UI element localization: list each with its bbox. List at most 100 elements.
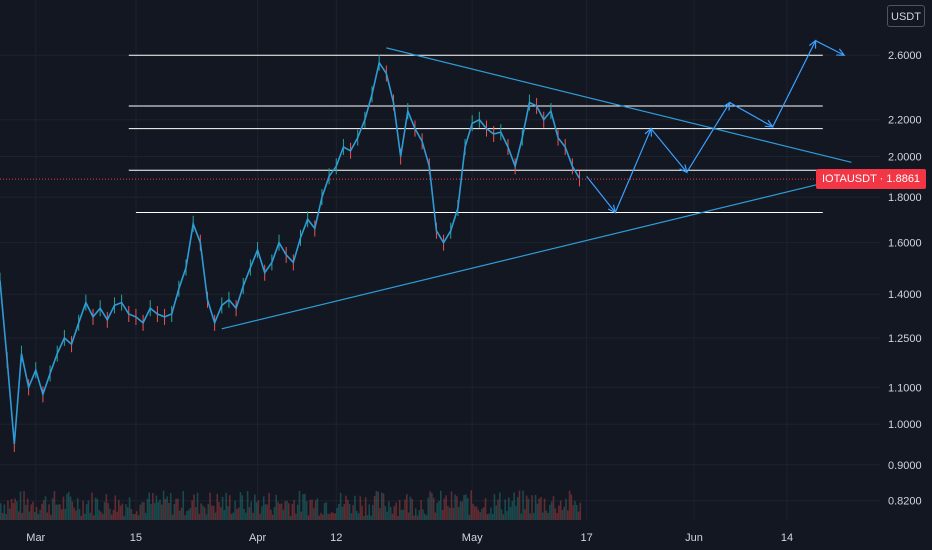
triangle-upper [386, 47, 852, 163]
volume-bar [150, 504, 152, 520]
volume-bar [246, 490, 249, 520]
volume-bar [100, 511, 102, 520]
volume-bar [270, 509, 272, 520]
volume-bar [93, 515, 95, 520]
volume-bar [203, 507, 206, 520]
volume-bar [234, 500, 236, 520]
y-tick-label: 2.0000 [888, 152, 922, 164]
volume-bar [275, 494, 278, 520]
volume-bar [98, 510, 100, 520]
volume-bar [316, 498, 319, 520]
volume-bar [463, 494, 465, 520]
volume-bar [440, 490, 442, 520]
volume-bar [257, 500, 260, 520]
projection-line [586, 39, 845, 214]
volume-bar [377, 491, 379, 520]
volume-bar [529, 513, 532, 520]
volume-bar [162, 490, 165, 520]
volume-bar [23, 491, 25, 520]
volume-bar [380, 492, 383, 520]
volume-bar [17, 511, 20, 520]
volume-bar [50, 514, 52, 520]
volume-bar [144, 512, 147, 520]
volume-bar [216, 493, 219, 520]
volume-bar [372, 504, 374, 520]
price-axis[interactable]: 2.6000 2.2000 2.0000 1.8000 1.6000 1.4000 1.25… [888, 50, 922, 507]
volume-bar [364, 497, 367, 520]
volume-bar [1, 512, 4, 520]
volume-bar [223, 510, 226, 520]
volume-bar [255, 502, 258, 520]
volume-bar [534, 494, 537, 520]
volume-bar [7, 500, 9, 520]
volume-bar [271, 514, 274, 520]
volume-bar [454, 494, 456, 520]
volume-bar [41, 503, 43, 520]
volume-bar [291, 504, 294, 520]
volume-bar [470, 490, 473, 520]
volume-bar [261, 506, 263, 520]
volume-bar [157, 501, 159, 520]
volume-bar [87, 500, 90, 520]
volume-bar [459, 501, 462, 520]
volume-bar [66, 493, 68, 520]
currency-unit-button[interactable]: USDT [887, 5, 925, 27]
volume-bar [12, 503, 15, 520]
volume-bar [552, 496, 555, 520]
volume-bar [366, 515, 369, 520]
volume-bar [259, 513, 261, 520]
volume-bar [109, 508, 111, 520]
volume-bar [25, 505, 27, 520]
volume-bar [264, 504, 267, 520]
volume-bar [287, 503, 290, 520]
volume-bar [289, 515, 292, 520]
volume-bar [220, 507, 222, 520]
volume-bar [520, 513, 523, 520]
volume-bar [168, 502, 170, 520]
volume-bar [293, 499, 295, 520]
volume-bar [393, 506, 396, 520]
volume-bar [221, 496, 224, 520]
trendlines [221, 47, 852, 330]
volume-bar [143, 502, 145, 520]
volume-bar [522, 490, 524, 520]
volume-bar [19, 491, 22, 520]
volume-bar [227, 506, 229, 520]
volume-bar [373, 496, 376, 520]
volume-bar [46, 512, 49, 520]
volume-bar [524, 509, 526, 520]
volume-bar [305, 501, 308, 520]
volume-bar [350, 513, 353, 520]
volume-bar [114, 495, 117, 520]
volume-bar [438, 500, 440, 520]
volume-bar [516, 497, 519, 520]
volume-bar [76, 498, 79, 520]
volume-bar [51, 498, 54, 520]
volume-bar [80, 515, 83, 520]
volume-bar [354, 495, 356, 520]
volume-bar [343, 503, 346, 520]
volume-bar [298, 491, 301, 520]
volume-bar [370, 515, 372, 520]
volume-bar [132, 513, 134, 520]
volume-bar [346, 500, 349, 520]
volume-bar [14, 498, 16, 520]
volume-bar [368, 504, 371, 520]
volume-bar [475, 506, 478, 520]
volume-bar [48, 504, 50, 520]
volume-bar [202, 505, 204, 520]
volume-bar [429, 491, 431, 520]
volume-bar [554, 508, 557, 520]
volume-bar [296, 504, 299, 520]
volume-bar [207, 504, 210, 520]
volume-bar [406, 494, 408, 520]
volume-bar [28, 511, 31, 520]
time-axis[interactable]: Mar 15 Apr 12 May 17 Jun 14 [26, 532, 793, 544]
volume-bar [153, 503, 156, 520]
volume-bar [384, 506, 387, 520]
volume-bar [359, 496, 362, 520]
volume-bar [386, 511, 388, 520]
volume-bar [101, 513, 104, 520]
volume-bar [338, 504, 340, 520]
